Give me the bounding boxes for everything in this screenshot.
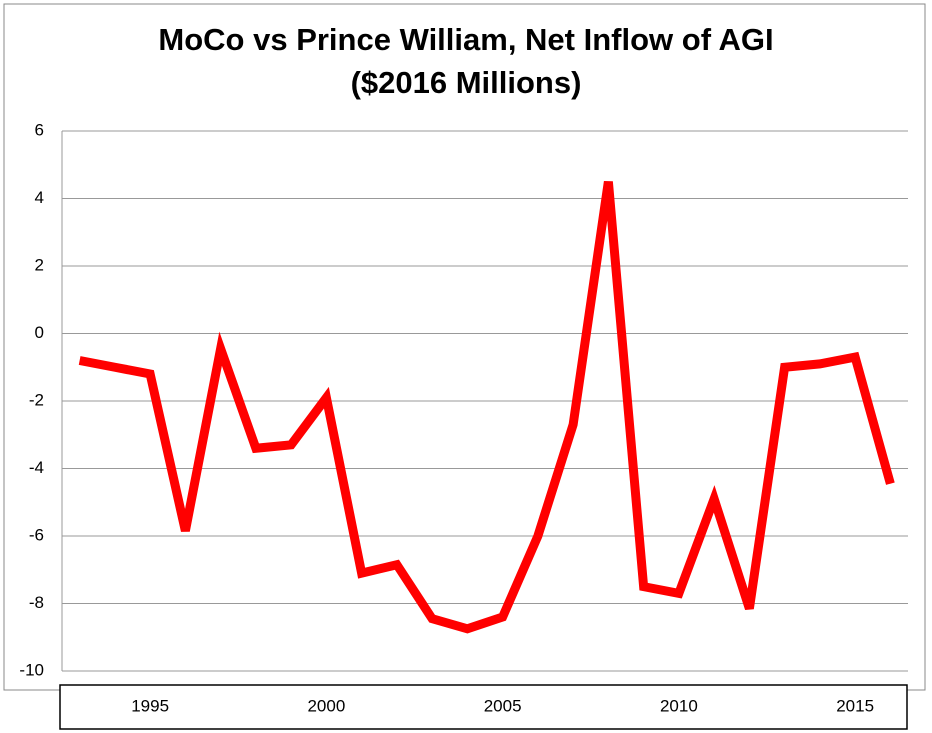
x-tick-label: 2005 xyxy=(484,696,522,715)
x-axis-box xyxy=(59,684,908,730)
chart-border xyxy=(3,3,926,691)
marks: 1995 2000 2005 2010 2015 xyxy=(78,180,895,715)
x-tick-label: 2000 xyxy=(307,696,345,715)
y-tick-label: -8 xyxy=(29,593,44,612)
x-tick-label: 2010 xyxy=(660,696,698,715)
y-tick-label: 4 xyxy=(35,188,44,207)
y-tick-label: -10 xyxy=(19,660,44,679)
y-tick-label: 6 xyxy=(35,120,44,139)
x-tick-label: 1995 xyxy=(131,696,169,715)
y-tick-label: 0 xyxy=(35,323,44,342)
x-tick-label: 2015 xyxy=(836,696,874,715)
chart-subtitle: ($2016 Millions) xyxy=(351,65,582,100)
chart-title: MoCo vs Prince William, Net Inflow of AG… xyxy=(158,22,773,57)
data-line xyxy=(78,180,895,634)
grid: -10 -8 -6 -4 -2 0 2 4 6 xyxy=(19,120,908,679)
y-tick-label: 2 xyxy=(35,255,44,274)
y-tick-label: -6 xyxy=(29,525,44,544)
y-tick-label: -4 xyxy=(29,458,44,477)
y-tick-label: -2 xyxy=(29,390,44,409)
